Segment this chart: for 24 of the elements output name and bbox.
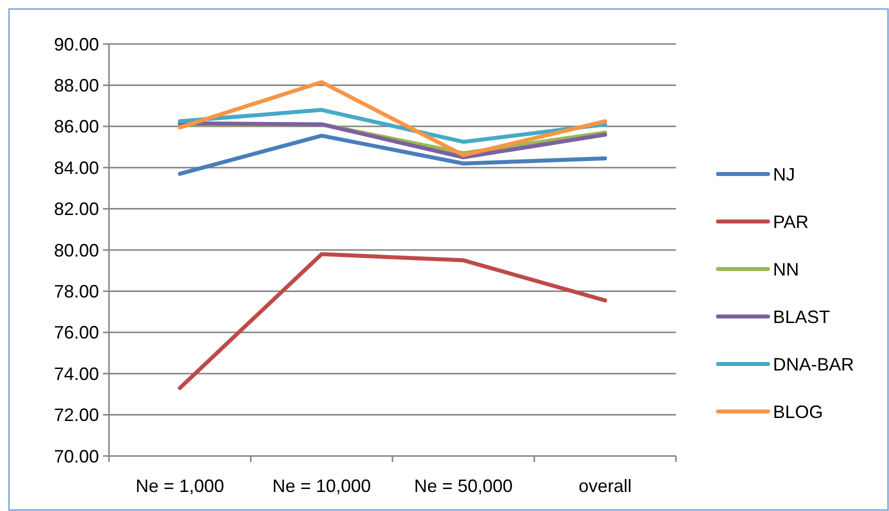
legend-label: BLOG [773, 402, 824, 422]
line-series [178, 252, 608, 390]
line-series [178, 80, 608, 158]
y-tick-label: 76.00 [54, 322, 99, 343]
x-tick-label: overall [578, 476, 632, 496]
x-tick-label: Ne = 1,000 [136, 476, 224, 496]
y-tick-label: 88.00 [54, 76, 99, 96]
x-tick-label: Ne = 50,000 [414, 476, 513, 496]
y-tick-label: 70.00 [54, 446, 99, 466]
legend-label: DNA-BAR [773, 354, 854, 374]
y-tick-label: 86.00 [54, 116, 99, 137]
y-tick-label: 72.00 [54, 405, 99, 426]
y-tick-label: 90.00 [54, 34, 99, 54]
y-tick-label: 80.00 [54, 240, 99, 260]
legend-label: NN [773, 259, 799, 280]
legend-label: BLAST [773, 306, 830, 327]
y-tick-label: 74.00 [54, 364, 99, 384]
y-tick-label: 84.00 [54, 158, 99, 178]
y-tick-label: 82.00 [54, 199, 99, 220]
legend-label: PAR [773, 212, 809, 232]
x-tick-label: Ne = 10,000 [272, 476, 371, 496]
line-series [178, 134, 608, 176]
y-tick-label: 78.00 [54, 282, 99, 302]
legend-label: NJ [773, 164, 795, 184]
